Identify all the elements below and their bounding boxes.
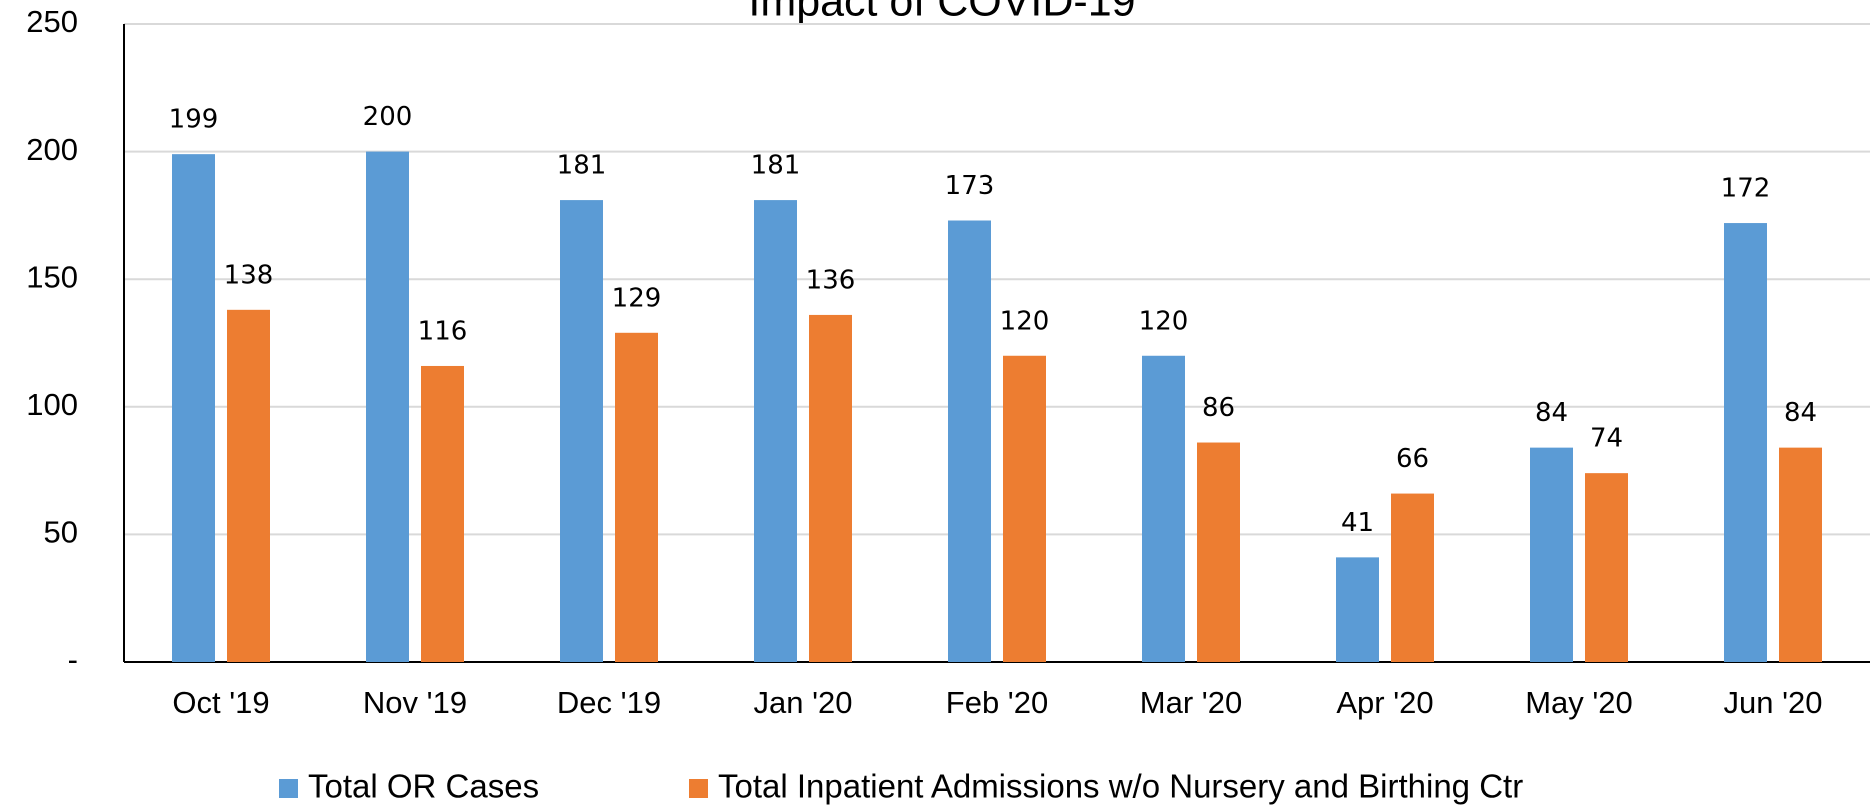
y-tick-label: 50 — [44, 515, 78, 550]
bar — [615, 332, 658, 662]
data-label: 86 — [1202, 393, 1235, 423]
data-label: 74 — [1590, 424, 1623, 454]
y-tick-label: - — [68, 642, 78, 677]
bar — [1336, 557, 1379, 662]
y-tick-label: 200 — [26, 132, 78, 167]
data-label: 138 — [224, 260, 274, 290]
y-tick-label: 100 — [26, 387, 78, 422]
bar — [1530, 447, 1573, 662]
x-tick-label: Jan '20 — [754, 685, 853, 720]
x-tick-label: Mar '20 — [1140, 685, 1242, 720]
bar — [366, 151, 409, 662]
x-tick-label: Jun '20 — [1724, 685, 1823, 720]
data-label: 120 — [1000, 306, 1050, 336]
y-tick-label: 250 — [26, 4, 78, 39]
legend-label: Total OR Cases — [308, 768, 539, 805]
bar — [1724, 223, 1767, 662]
data-label: 129 — [612, 283, 662, 313]
data-label: 181 — [557, 151, 607, 181]
bar — [1142, 355, 1185, 662]
bar — [1585, 473, 1628, 662]
chart-title: Impact of COVID-19 — [748, 0, 1135, 25]
x-tick-label: Dec '19 — [557, 685, 661, 720]
bar — [227, 309, 270, 662]
bar — [1779, 447, 1822, 662]
bar — [1197, 442, 1240, 662]
bar — [948, 220, 991, 662]
bar — [1003, 355, 1046, 662]
x-tick-label: Oct '19 — [172, 685, 269, 720]
y-tick-label: 150 — [26, 259, 78, 294]
bar — [421, 365, 464, 662]
x-tick-label: Nov '19 — [363, 685, 467, 720]
data-label: 66 — [1396, 444, 1429, 474]
bar — [1391, 493, 1434, 662]
legend-swatch — [689, 779, 708, 798]
data-label: 116 — [418, 316, 468, 346]
legend-label: Total Inpatient Admissions w/o Nursery a… — [718, 768, 1523, 805]
data-label: 84 — [1535, 398, 1568, 428]
data-label: 199 — [169, 105, 219, 135]
x-tick-label: May '20 — [1525, 685, 1633, 720]
data-label: 181 — [751, 151, 801, 181]
bar — [809, 314, 852, 662]
legend-swatch — [279, 779, 298, 798]
data-label: 120 — [1139, 306, 1189, 336]
bar — [754, 200, 797, 662]
data-label: 41 — [1341, 508, 1374, 538]
x-tick-label: Feb '20 — [946, 685, 1048, 720]
data-label: 173 — [945, 171, 995, 201]
data-label: 172 — [1721, 174, 1771, 204]
data-label: 84 — [1784, 398, 1817, 428]
bar — [560, 200, 603, 662]
data-label: 136 — [806, 265, 856, 295]
x-tick-label: Apr '20 — [1336, 685, 1433, 720]
data-label: 200 — [363, 102, 413, 132]
bar — [172, 154, 215, 663]
